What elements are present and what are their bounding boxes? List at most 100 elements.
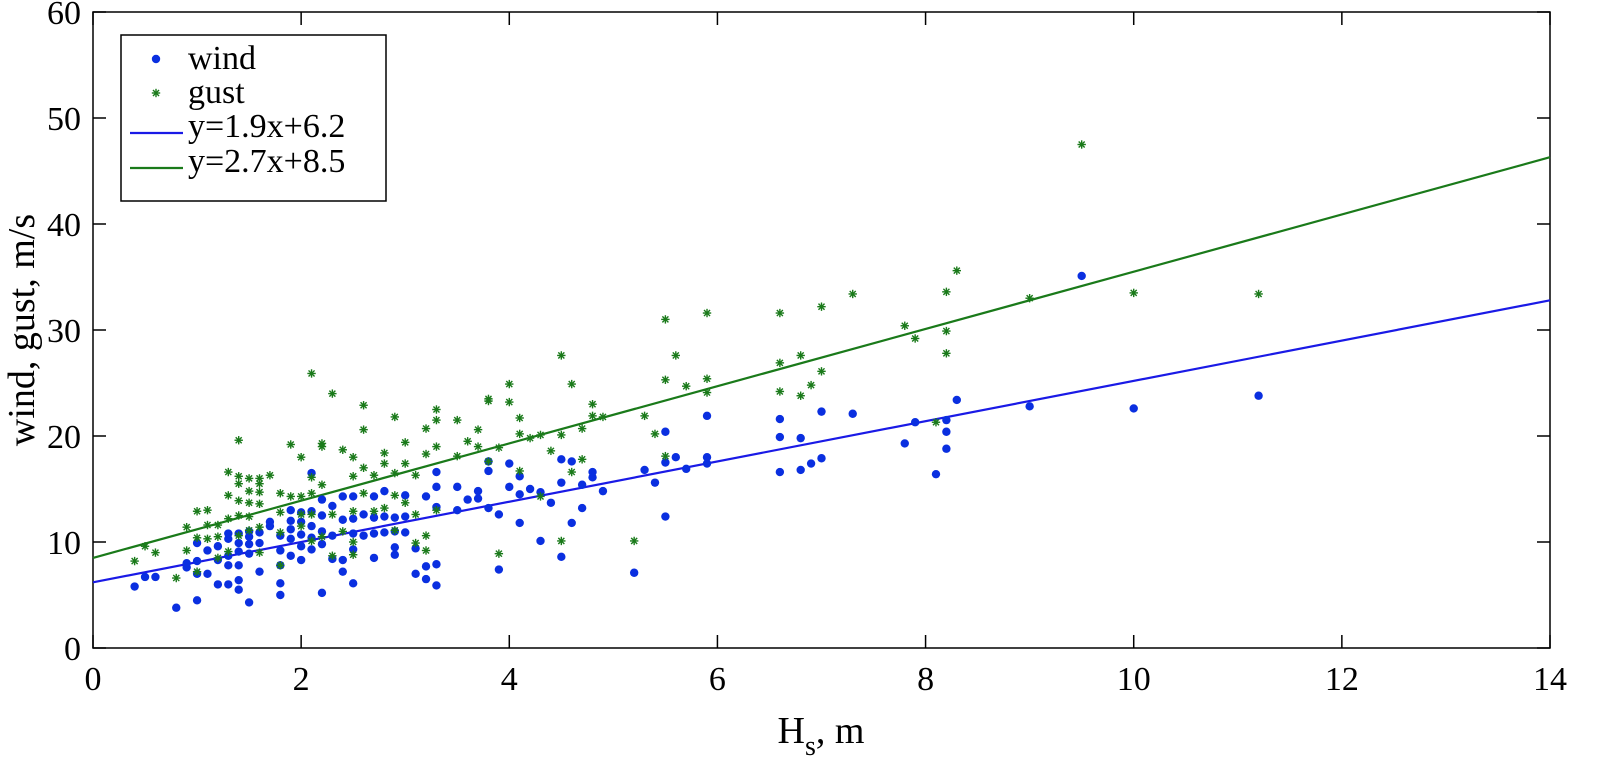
- gust-point: [702, 308, 712, 318]
- gust-point: [546, 446, 556, 456]
- gust-point: [817, 302, 826, 311]
- gust-point: [900, 321, 909, 330]
- wind-point: [515, 518, 524, 528]
- data-points: [130, 140, 1263, 612]
- wind-point: [661, 512, 670, 521]
- wind-point: [817, 407, 826, 416]
- wind-point: [348, 579, 358, 588]
- wind-point: [317, 588, 327, 598]
- legend-label: wind: [188, 40, 256, 77]
- wind-point: [255, 567, 264, 576]
- wind-point: [380, 528, 389, 537]
- y-axis-title: wind, gust, m/s: [1, 214, 43, 446]
- gust-point: [640, 411, 649, 421]
- gust-point: [338, 445, 347, 454]
- wind-point: [328, 501, 337, 511]
- gust-point: [224, 547, 233, 556]
- gust-point: [255, 487, 264, 497]
- x-tick-label: 12: [1325, 661, 1359, 698]
- gust-point: [484, 394, 493, 404]
- wind-point: [796, 433, 805, 443]
- wind-point: [390, 543, 400, 552]
- wind-point: [432, 467, 441, 477]
- gust-point: [494, 443, 504, 452]
- gust-point: [577, 455, 587, 464]
- gust-point: [390, 412, 400, 422]
- gust-point: [421, 546, 431, 555]
- gust-point: [401, 498, 410, 507]
- wind-point: [702, 453, 712, 462]
- gust-point: [536, 430, 545, 440]
- wind-point: [463, 495, 472, 504]
- wind-point: [505, 482, 514, 492]
- wind-point: [401, 528, 410, 537]
- gust-point: [494, 549, 504, 558]
- wind-point: [910, 418, 920, 427]
- wind-point: [307, 545, 316, 554]
- gust-point: [515, 413, 524, 423]
- legend-box: [120, 34, 387, 202]
- wind-point: [224, 580, 233, 589]
- wind-point: [796, 465, 805, 475]
- wind-point: [432, 581, 441, 590]
- wind-point: [172, 603, 181, 612]
- gust-point: [588, 411, 597, 421]
- wind-point: [317, 539, 327, 549]
- gust-point: [432, 506, 441, 515]
- gust-point: [910, 334, 920, 343]
- gust-point: [577, 424, 587, 433]
- wind-point: [203, 546, 212, 555]
- wind-point: [317, 511, 327, 520]
- gust-point: [286, 492, 295, 501]
- gust-point: [244, 512, 254, 521]
- wind-point: [494, 565, 504, 574]
- gust-point: [255, 499, 264, 509]
- gust-point: [1129, 288, 1138, 298]
- wind-point: [931, 469, 941, 479]
- wind-point: [224, 529, 233, 538]
- x-axis-title-sub: s: [805, 731, 816, 762]
- wind-point: [317, 495, 327, 504]
- wind-point: [286, 506, 295, 515]
- gust-point: [307, 473, 316, 482]
- wind-point: [338, 567, 347, 576]
- gust-point: [276, 508, 285, 517]
- gust-point: [276, 528, 285, 537]
- wind-point: [1254, 391, 1263, 400]
- wind-point: [348, 545, 358, 554]
- wind-point: [588, 467, 597, 477]
- gust-point: [244, 498, 254, 507]
- wind-point: [338, 515, 347, 524]
- wind-point: [203, 569, 212, 578]
- gust-point: [515, 429, 524, 439]
- wind-point: [255, 528, 264, 537]
- gust-point: [661, 451, 670, 461]
- wind-point: [453, 506, 462, 515]
- gust-point: [255, 474, 264, 483]
- wind-point: [192, 538, 202, 548]
- wind-point: [213, 542, 223, 551]
- y-tick-label: 60: [47, 0, 81, 32]
- wind-point: [244, 549, 254, 558]
- gust-point: [702, 374, 712, 383]
- wind-point: [567, 457, 576, 466]
- wind-point: [296, 542, 306, 551]
- wind-point: [702, 411, 712, 421]
- gust-point: [151, 548, 160, 557]
- gust-point: [661, 315, 670, 324]
- y-tick-labels: 0 10 20 30 40 50 60: [47, 0, 81, 668]
- gust-point: [328, 510, 337, 519]
- wind-point: [255, 538, 264, 548]
- gust-point: [276, 489, 285, 498]
- gust-point: [348, 550, 358, 559]
- gust-point: [952, 266, 961, 275]
- wind-point: [130, 582, 139, 591]
- gust-point: [796, 351, 805, 360]
- gust-point: [848, 289, 857, 299]
- gust-point: [234, 531, 243, 540]
- wind-point: [505, 459, 514, 468]
- gust-point: [244, 526, 254, 535]
- gust-point: [348, 453, 358, 462]
- gust-point: [172, 573, 181, 583]
